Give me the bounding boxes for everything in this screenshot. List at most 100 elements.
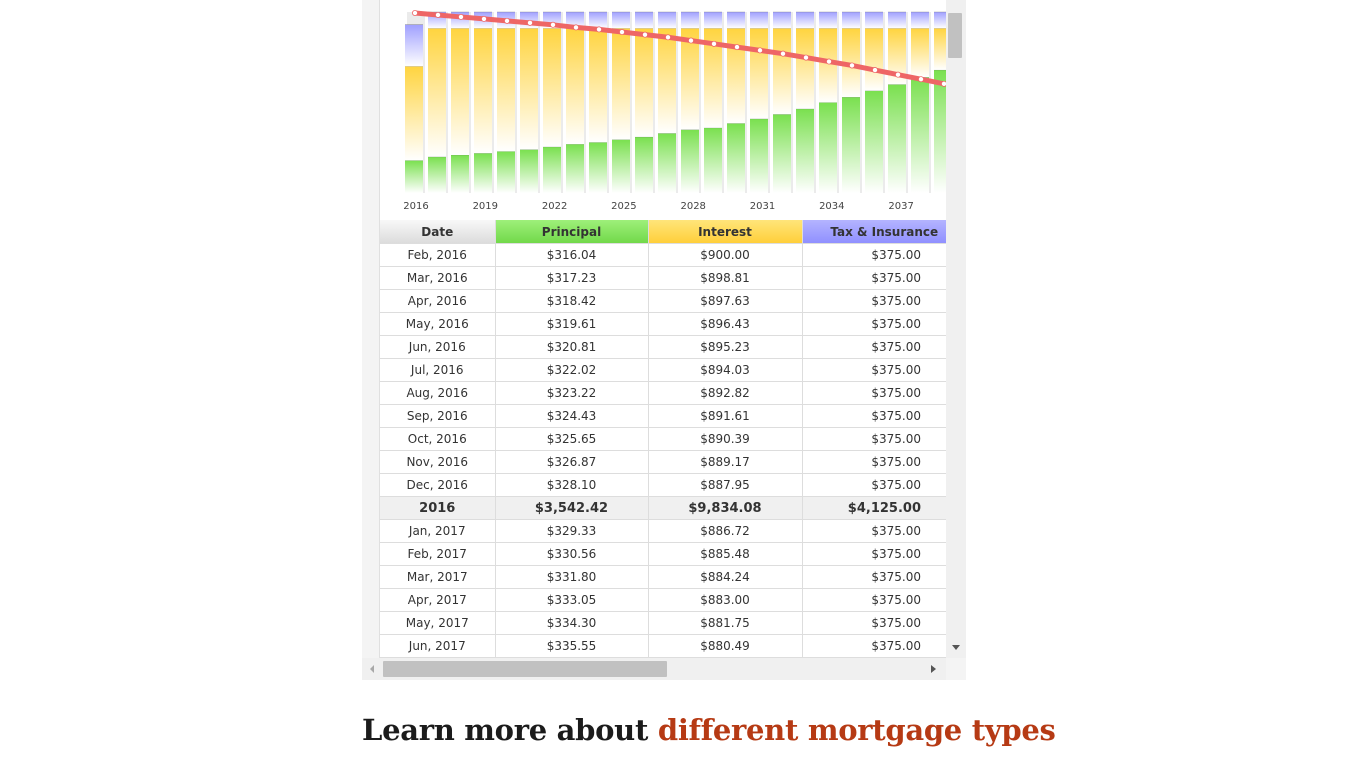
- balance-point[interactable]: [802, 54, 809, 61]
- chart-bar[interactable]: [681, 11, 701, 193]
- bar-segment-tax-insurance: [635, 12, 653, 29]
- chart-bar[interactable]: [589, 11, 609, 193]
- bar-segment-interest: [934, 28, 946, 70]
- chart-bar[interactable]: [750, 11, 770, 193]
- bar-segment-principal: [681, 129, 699, 193]
- cell-interest: $900.00: [647, 243, 802, 267]
- bar-segment-interest: [589, 28, 607, 143]
- balance-point[interactable]: [756, 47, 763, 54]
- cell-principal: $328.10: [494, 473, 648, 497]
- cell-date: Aug, 2016: [380, 381, 495, 405]
- bar-segment-interest: [635, 28, 653, 137]
- chart-bar[interactable]: [543, 11, 563, 193]
- balance-point[interactable]: [504, 17, 511, 24]
- bar-segment-tax-insurance: [727, 12, 745, 29]
- vertical-scrollbar[interactable]: [946, 0, 966, 658]
- bar-segment-tax-insurance: [612, 12, 630, 29]
- balance-point[interactable]: [871, 67, 878, 74]
- chart-bar[interactable]: [819, 11, 839, 193]
- chart-bar[interactable]: [727, 11, 747, 193]
- chart-bar[interactable]: [842, 11, 862, 193]
- chart-bar[interactable]: [704, 11, 724, 193]
- header-tax-insurance[interactable]: Tax & Insurance: [801, 220, 946, 244]
- cell-principal: $335.55: [494, 634, 648, 658]
- balance-point[interactable]: [825, 58, 832, 65]
- cell-interest: $890.39: [647, 427, 802, 451]
- balance-point[interactable]: [526, 19, 533, 26]
- table-row: Sep, 2016 $324.43 $891.61 $375.00: [380, 404, 946, 428]
- cell-principal: $317.23: [494, 266, 648, 290]
- chart-bar[interactable]: [635, 11, 655, 193]
- balance-point[interactable]: [918, 76, 925, 83]
- cell-interest: $884.24: [647, 565, 802, 589]
- bar-segment-principal: [750, 118, 768, 193]
- bar-segment-principal: [635, 136, 653, 193]
- balance-point[interactable]: [435, 11, 442, 18]
- balance-point[interactable]: [412, 9, 419, 16]
- cell-principal: $325.65: [494, 427, 648, 451]
- cell-principal: $319.61: [494, 312, 648, 336]
- balance-point[interactable]: [458, 13, 465, 20]
- cell-date: Jun, 2017: [380, 634, 495, 658]
- vertical-scroll-thumb[interactable]: [948, 13, 962, 58]
- scroll-right-arrow-icon[interactable]: [931, 665, 936, 673]
- horizontal-scrollbar[interactable]: [362, 658, 946, 680]
- chart-bar[interactable]: [773, 11, 793, 193]
- chart-bar[interactable]: [934, 11, 946, 193]
- scroll-left-arrow-icon[interactable]: [370, 665, 374, 673]
- bar-segment-tax-insurance: [589, 12, 607, 29]
- bar-segment-tax-insurance: [911, 12, 929, 29]
- chart-bar[interactable]: [612, 11, 632, 193]
- cell-principal: $322.02: [494, 358, 648, 382]
- chart-bar[interactable]: [405, 12, 425, 193]
- balance-point[interactable]: [779, 50, 786, 57]
- balance-point[interactable]: [481, 15, 488, 22]
- cell-interest: $881.75: [647, 611, 802, 635]
- mortgage-types-link[interactable]: different mortgage types: [657, 713, 1056, 747]
- bar-segment-tax-insurance: [704, 12, 722, 29]
- balance-point[interactable]: [848, 62, 855, 69]
- header-interest[interactable]: Interest: [647, 220, 802, 244]
- balance-point[interactable]: [733, 44, 740, 51]
- balance-point[interactable]: [549, 21, 556, 28]
- balance-point[interactable]: [710, 40, 717, 47]
- bar-segment-tax-insurance: [773, 12, 791, 29]
- scroll-down-arrow-icon[interactable]: [952, 645, 960, 650]
- balance-point[interactable]: [941, 80, 946, 87]
- cell-tax-insurance: $375.00: [801, 565, 946, 589]
- chart-bar[interactable]: [658, 11, 678, 193]
- balance-point[interactable]: [641, 31, 648, 38]
- bar-segment-tax-insurance: [750, 12, 768, 29]
- table-row: Jun, 2016 $320.81 $895.23 $375.00: [380, 335, 946, 359]
- balance-point[interactable]: [572, 24, 579, 31]
- chart-bar[interactable]: [428, 11, 448, 193]
- balance-point[interactable]: [618, 29, 625, 36]
- chart-bar[interactable]: [520, 11, 540, 193]
- chart-bar[interactable]: [566, 11, 586, 193]
- balance-point[interactable]: [595, 26, 602, 33]
- cell-date: Nov, 2016: [380, 450, 495, 474]
- bar-segment-principal: [543, 146, 561, 193]
- bar-segment-interest: [612, 28, 630, 140]
- balance-point[interactable]: [687, 37, 694, 44]
- chart-bar[interactable]: [474, 11, 494, 193]
- balance-point[interactable]: [664, 34, 671, 41]
- cell-interest: $885.48: [647, 542, 802, 566]
- header-principal[interactable]: Principal: [494, 220, 648, 244]
- learn-more-prefix: Learn more about: [362, 713, 658, 747]
- cell-tax-insurance: $375.00: [801, 358, 946, 382]
- header-date[interactable]: Date: [380, 220, 495, 244]
- cell-interest: $892.82: [647, 381, 802, 405]
- chart-bar[interactable]: [497, 11, 517, 193]
- chart-bar[interactable]: [888, 11, 908, 193]
- bar-segment-interest: [428, 28, 446, 157]
- chart-bar[interactable]: [451, 11, 471, 193]
- chart-bar[interactable]: [796, 11, 816, 193]
- balance-point[interactable]: [895, 71, 902, 78]
- cell-principal: $316.04: [494, 243, 648, 267]
- chart-bar[interactable]: [865, 11, 885, 193]
- horizontal-scroll-thumb[interactable]: [383, 661, 667, 677]
- cell-date: Jun, 2016: [380, 335, 495, 359]
- cell-tax-insurance: $375.00: [801, 335, 946, 359]
- chart-bar[interactable]: [911, 11, 931, 193]
